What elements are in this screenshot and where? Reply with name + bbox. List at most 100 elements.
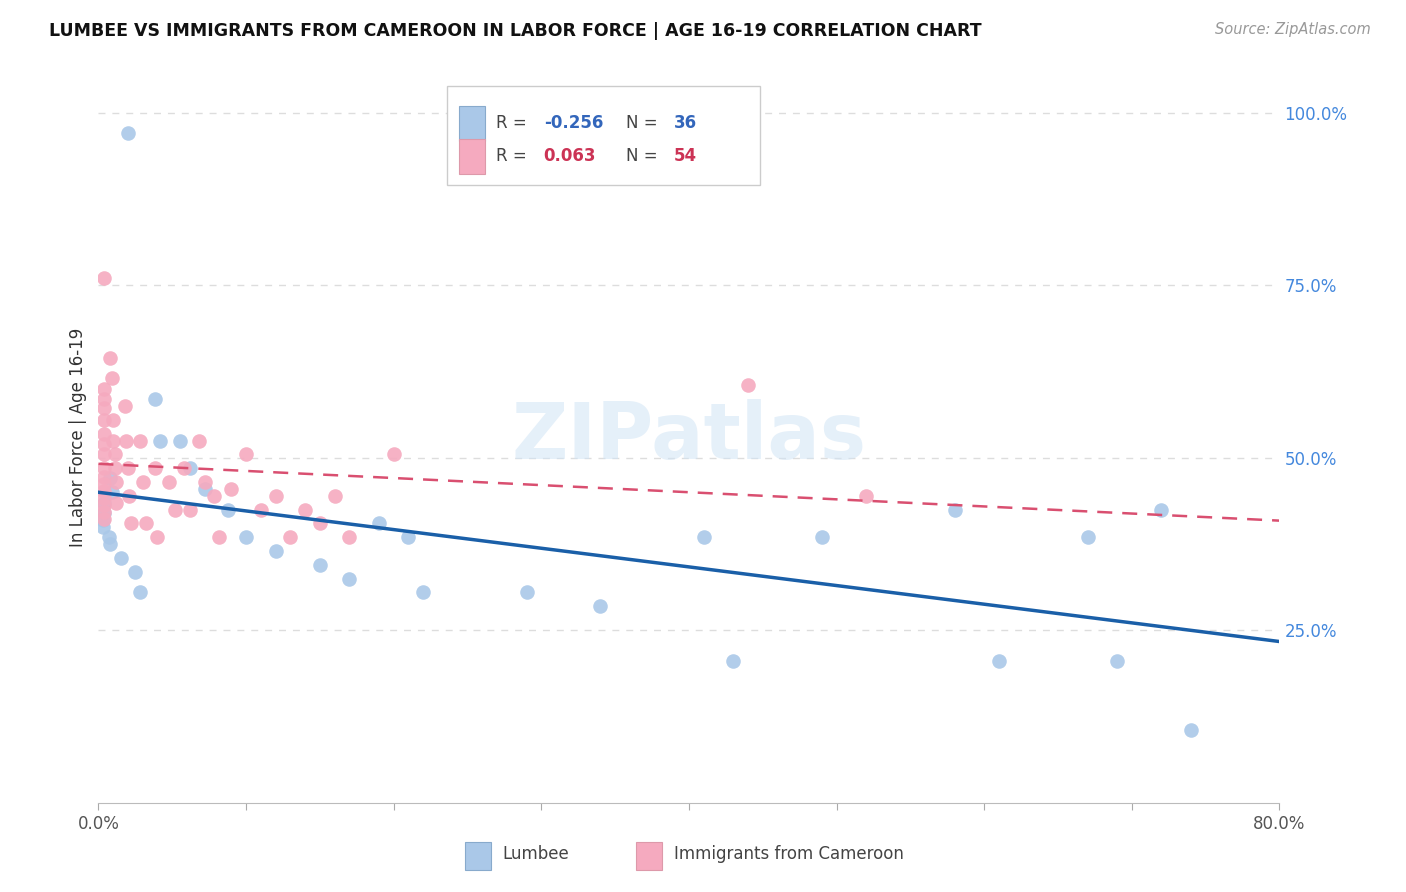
Text: LUMBEE VS IMMIGRANTS FROM CAMEROON IN LABOR FORCE | AGE 16-19 CORRELATION CHART: LUMBEE VS IMMIGRANTS FROM CAMEROON IN LA… [49,22,981,40]
Point [1180,723,1202,738]
Point [104,461,127,475]
Point [382,447,405,461]
Point [128,585,150,599]
Point [132,475,155,489]
Point [250,502,273,516]
Bar [458,138,485,174]
Point [194,475,217,489]
Text: N =: N = [626,147,664,165]
Point [93,506,115,520]
Point [235,447,257,461]
Point [235,530,257,544]
Point [294,502,316,516]
Point [98,537,121,551]
Point [157,475,180,489]
Point [264,544,287,558]
Point [120,516,142,531]
Point [100,371,122,385]
Point [1150,502,1173,516]
Point [93,413,115,427]
Point [93,437,115,451]
Point [93,483,115,498]
Text: 0.063: 0.063 [544,147,596,165]
Point [93,401,115,416]
Bar [464,842,491,870]
Point [855,489,877,503]
Point [91,520,114,534]
Point [943,502,966,516]
Point [217,502,239,516]
Point [165,502,187,516]
Point [589,599,612,614]
Bar [447,86,759,185]
Point [516,585,538,599]
Text: ZIPatlas: ZIPatlas [512,399,866,475]
Point [149,434,172,448]
Point [93,447,115,461]
Point [988,654,1011,668]
Point [208,530,231,544]
Point [93,495,115,509]
Point [93,392,115,406]
Text: 36: 36 [673,114,697,132]
Text: Source: ZipAtlas.com: Source: ZipAtlas.com [1215,22,1371,37]
Point [143,461,166,475]
Point [91,513,114,527]
Point [103,434,125,448]
Point [737,378,759,392]
Point [1107,654,1129,668]
Point [723,654,745,668]
Point [143,392,166,406]
Point [398,530,420,544]
Point [693,530,716,544]
Point [1077,530,1099,544]
Point [412,585,434,599]
Point [105,475,128,489]
Point [221,482,243,496]
Point [280,530,302,544]
Point [339,530,361,544]
Point [93,426,115,441]
Point [110,550,132,565]
Text: Lumbee: Lumbee [502,845,569,863]
Point [117,461,139,475]
Point [93,461,115,475]
Point [93,382,115,396]
Point [93,271,115,285]
Text: R =: R = [496,147,533,165]
Point [98,351,121,365]
Point [93,511,115,525]
Text: R =: R = [496,114,533,132]
Point [103,413,125,427]
Text: -0.256: -0.256 [544,114,603,132]
Point [323,489,346,503]
Point [264,489,287,503]
Point [128,434,150,448]
Point [194,482,217,496]
Point [97,530,120,544]
Point [146,530,169,544]
Point [309,558,332,572]
Point [105,495,128,509]
Point [179,461,201,475]
Point [368,516,391,531]
Point [98,471,121,485]
Point [93,498,115,512]
Point [93,470,115,484]
Point [117,127,139,141]
Text: N =: N = [626,114,664,132]
Bar [636,842,662,870]
Point [104,447,127,461]
Point [202,489,225,503]
Point [810,530,832,544]
Point [173,461,195,475]
Point [309,516,332,531]
Text: Immigrants from Cameroon: Immigrants from Cameroon [673,845,904,863]
Text: 54: 54 [673,147,697,165]
Point [100,485,122,500]
Point [115,434,138,448]
Point [124,565,146,579]
Point [93,505,115,519]
Point [93,491,115,505]
Point [118,489,141,503]
